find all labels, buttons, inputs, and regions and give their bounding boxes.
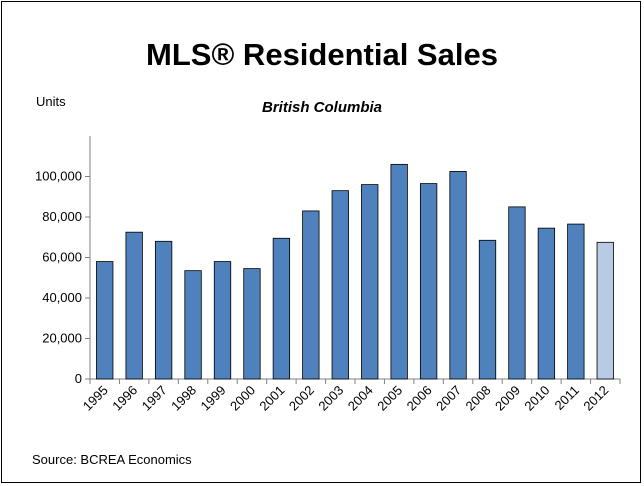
x-tick-label-2005: 2005	[374, 383, 405, 414]
y-tick-label: 60,000	[42, 250, 82, 265]
y-tick-label: 0	[75, 371, 82, 386]
chart-title: MLS® Residential Sales	[146, 37, 498, 72]
bar-2010	[537, 227, 556, 380]
bar-1996	[125, 231, 143, 380]
y-tick-label: 100,000	[35, 169, 82, 184]
x-tick-label-1998: 1998	[168, 383, 199, 414]
x-tick-label-1997: 1997	[139, 383, 170, 414]
bar-1999	[213, 261, 232, 380]
y-axis-label: Units	[36, 94, 66, 109]
bar-2012	[596, 241, 614, 380]
bars	[96, 163, 614, 380]
bar-2006	[419, 183, 438, 380]
y-tick-label: 20,000	[42, 331, 82, 346]
bar-1998	[184, 270, 202, 380]
x-tick-label-2012: 2012	[580, 383, 611, 414]
bar-1995	[96, 261, 114, 380]
x-tick-label-2007: 2007	[433, 383, 464, 414]
y-ticks: 0 20,000 40,000 60,000 80,000 100,000	[35, 169, 90, 386]
x-tick-label-2003: 2003	[315, 383, 346, 414]
x-tick-label-2009: 2009	[492, 383, 523, 414]
x-tick-label-2000: 2000	[227, 383, 258, 414]
x-tick-label-1995: 1995	[80, 383, 111, 414]
x-tick-label-1999: 1999	[198, 383, 229, 414]
bar-2002	[302, 210, 320, 380]
bar-2009	[508, 206, 526, 380]
x-tick-label-2006: 2006	[404, 383, 435, 414]
bar-2004	[361, 184, 379, 380]
source-note: Source: BCREA Economics	[32, 452, 192, 467]
bar-2005	[390, 163, 408, 380]
bar-2011	[567, 223, 585, 380]
x-tick-label-2011: 2011	[552, 383, 582, 413]
bar-2003	[331, 190, 349, 380]
x-tick-label-2010: 2010	[521, 383, 552, 414]
x-tick-label-2008: 2008	[463, 383, 494, 414]
bar-2008	[478, 239, 497, 380]
chart-subtitle: British Columbia	[262, 99, 382, 116]
x-tick-label-2001: 2001	[256, 383, 287, 414]
x-ticks: 1995199619971998199920002001200220032004…	[80, 379, 621, 414]
bar-2007	[449, 171, 467, 380]
x-tick-label-2004: 2004	[345, 383, 376, 414]
bar-2001	[272, 237, 291, 380]
bar-1997	[154, 240, 173, 380]
x-tick-label-2002: 2002	[286, 383, 317, 414]
y-tick-label: 80,000	[42, 209, 82, 224]
x-tick-label-1996: 1996	[109, 383, 140, 414]
bar-2000	[243, 268, 261, 380]
y-tick-label: 40,000	[42, 290, 82, 305]
